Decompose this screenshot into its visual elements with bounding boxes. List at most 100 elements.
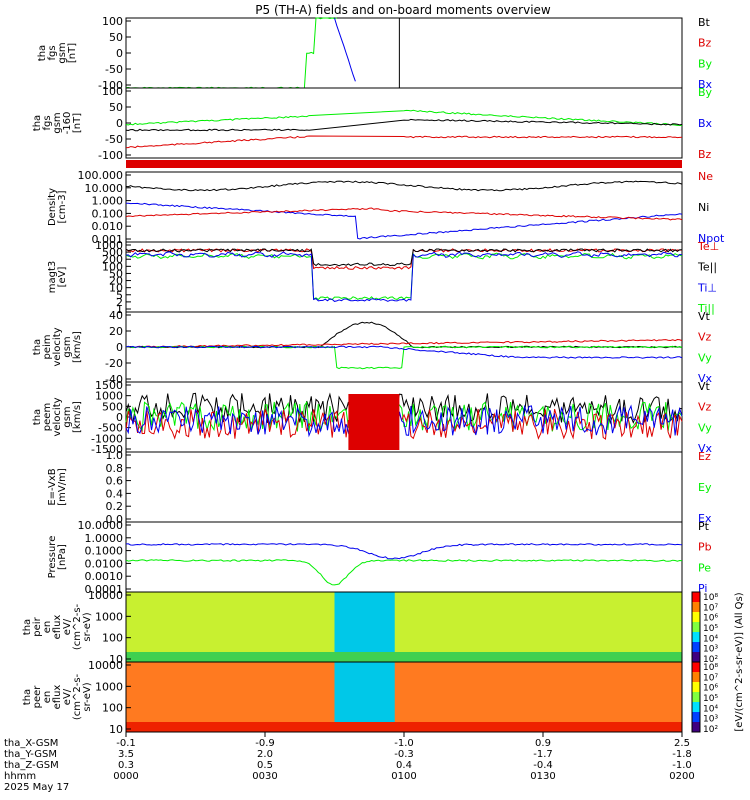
y-axis-label: magt3 <box>47 261 58 294</box>
series-line <box>334 17 356 82</box>
y-tick-label: 0.6 <box>106 475 124 488</box>
legend-entry: Pt <box>698 520 710 533</box>
colorbar-tick-label: 10⁶ <box>703 684 718 694</box>
y-tick-label: 20 <box>109 325 123 338</box>
y-tick-label: 1.0 <box>106 449 124 462</box>
y-tick-label: -500 <box>98 422 123 435</box>
y-axis-label: fgs <box>47 45 58 60</box>
x-tick-label: 0130 <box>530 771 555 782</box>
y-axis-label: [km/s] <box>72 401 83 433</box>
legend-entry: Vt <box>698 310 711 323</box>
panel-frame <box>125 241 683 313</box>
colorbar-frame <box>691 661 701 733</box>
colorbar-tick-label: 10⁵ <box>703 624 718 634</box>
y-tick-label: 2 <box>116 296 123 309</box>
colorbar-label: [eV/(cm^2-s-sr-eV)] (All Qs) <box>734 592 745 731</box>
y-tick-label: 500 <box>102 400 123 413</box>
y-tick-label: 1000 <box>95 239 123 252</box>
y-tick-label: 0.4 <box>106 487 124 500</box>
colorbar-tick-label: 10⁷ <box>703 603 718 613</box>
y-tick-label: 1500 <box>95 379 123 392</box>
y-axis-label: eflux <box>52 615 63 640</box>
y-axis-label: velocity <box>52 327 63 366</box>
y-axis-label: [nT] <box>72 113 83 133</box>
colorbar-swatch <box>692 682 700 693</box>
x-tick-label: -0.3 <box>394 749 414 760</box>
y-tick-label: -50 <box>105 133 123 146</box>
spectrogram-floor <box>126 722 682 732</box>
series-line <box>125 118 683 132</box>
legend-entry: Pe <box>698 561 711 574</box>
colorbar-swatch <box>692 632 700 643</box>
legend-entry: Vx <box>698 442 713 455</box>
y-tick-label: 50 <box>109 267 123 280</box>
y-tick-label: 1.000 <box>92 195 124 208</box>
y-axis-label: gsm <box>62 406 73 427</box>
x-axis-row-label: 2025 May 17 <box>4 782 69 793</box>
series-line <box>125 392 683 425</box>
x-tick-label: -1.7 <box>533 749 553 760</box>
y-axis-label: peem <box>42 403 53 431</box>
series-line <box>125 400 683 433</box>
y-tick-label: -40 <box>105 373 123 386</box>
x-tick-label: 0030 <box>252 771 277 782</box>
x-tick-label: 0.5 <box>257 760 273 771</box>
colorbar-tick-label: 10⁷ <box>703 673 718 683</box>
series-line <box>125 109 683 127</box>
x-tick-label: 0100 <box>391 771 416 782</box>
y-axis-label: eV/ <box>62 618 73 635</box>
series-line <box>126 338 683 349</box>
colorbar-tick-label: 10³ <box>703 715 718 725</box>
panel-5: 40 20 0 -20 -40 tha peim velocity gsm [km/s] Vt Vz V… <box>32 309 713 386</box>
colorbar-swatch <box>692 622 700 633</box>
y-axis-label: (cm^2-s- <box>72 603 83 650</box>
legend-entry: Vy <box>698 421 712 434</box>
spectrogram-background <box>126 592 682 662</box>
y-axis-label: tha <box>32 409 43 425</box>
legend-entry: By <box>698 86 713 99</box>
y-tick-label: 0 <box>116 47 123 60</box>
y-axis-label: en <box>42 621 53 634</box>
y-axis-label: gsm <box>62 336 73 357</box>
panel-2: 100 50 0 -50 -100 tha fgs gsm -160 [nT] By Bx Bz <box>32 85 713 162</box>
y-tick-label: 100 <box>102 632 123 645</box>
colorbar-tick-label: 10³ <box>703 645 718 655</box>
legend-entry: Ti⊥ <box>697 281 717 294</box>
y-tick-label: 100 <box>102 15 123 28</box>
spectrogram-band <box>334 592 395 662</box>
y-tick-label: 100.000 <box>78 169 124 182</box>
y-tick-label: 1000 <box>95 390 123 403</box>
y-tick-label: -50 <box>105 63 123 76</box>
x-tick-label: -1.0 <box>672 760 692 771</box>
y-tick-label: 0.2 <box>106 500 124 513</box>
y-tick-label: 40 <box>109 309 123 322</box>
y-tick-label: 5 <box>116 289 123 302</box>
series-line <box>125 248 683 267</box>
legend-entry: Ey <box>698 481 712 494</box>
x-tick-label: -1.8 <box>672 749 692 760</box>
y-tick-label: -1500 <box>91 443 123 456</box>
legend-entry: Ne <box>698 170 713 183</box>
y-tick-label: 0.100 <box>92 207 124 220</box>
series-line <box>125 207 683 221</box>
y-tick-label: 1.0000 <box>85 532 124 545</box>
x-axis-row-label: tha_Y-GSM <box>4 749 57 760</box>
y-axis-label: tha <box>32 339 43 355</box>
chart-title: P5 (TH-A) fields and on-board moments ov… <box>255 3 551 17</box>
y-tick-label: 100 <box>102 260 123 273</box>
legend-entry: Vy <box>698 351 712 364</box>
y-tick-label: 10.000 <box>85 182 124 195</box>
y-axis-label: gsm <box>52 112 63 133</box>
x-tick-label: 2.0 <box>257 749 273 760</box>
colorbar-tick-label: 10⁸ <box>703 663 718 673</box>
y-axis-label: fgs <box>42 115 53 130</box>
legend-entry: Ez <box>698 450 711 463</box>
y-axis-label: tha <box>32 115 43 131</box>
y-tick-label: -1000 <box>91 432 123 445</box>
legend-entry: Vz <box>698 401 712 414</box>
x-tick-label: -0.4 <box>533 760 553 771</box>
